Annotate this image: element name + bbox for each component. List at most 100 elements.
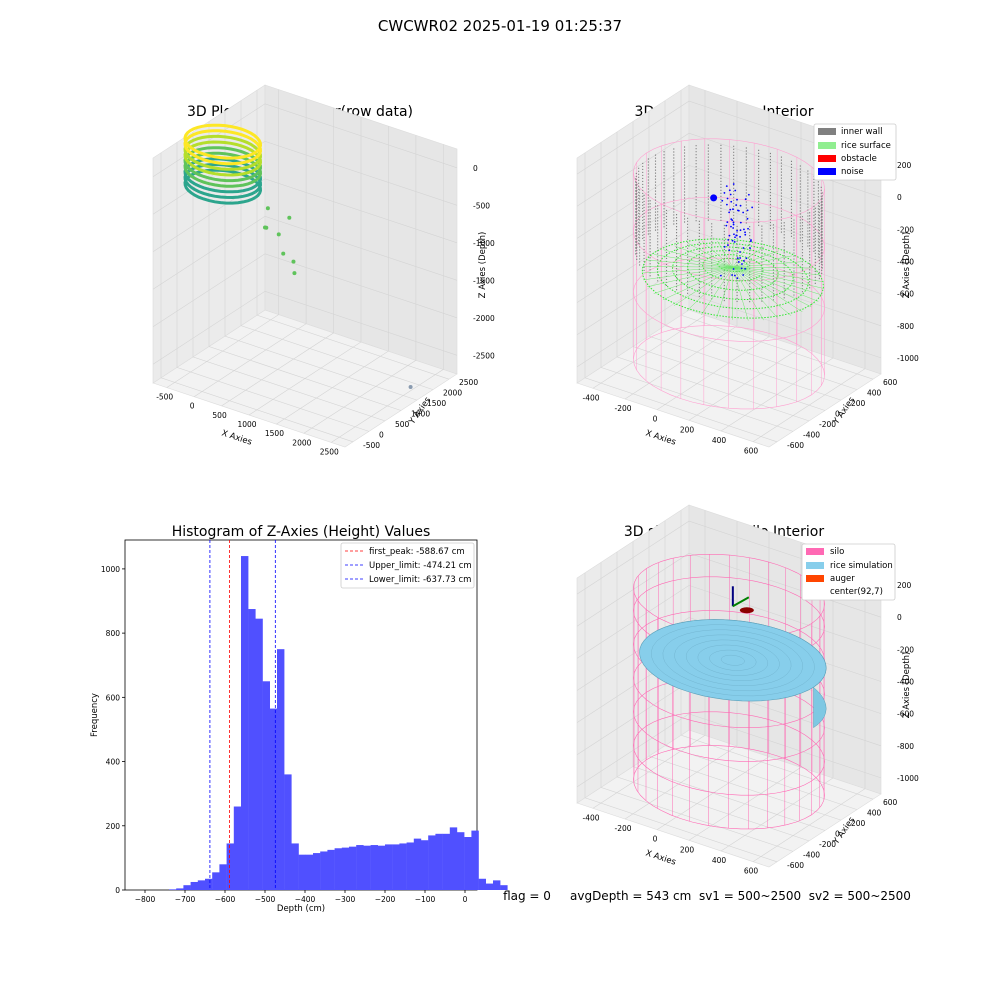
x-gridline [193,98,307,397]
z-gridline [152,140,458,215]
panel-simulation-3d: 3D simulation of Silo Interior -400-2000… [576,504,919,876]
noise-point [726,203,728,206]
rice-simulation-surface [639,619,827,702]
histogram-bar [205,878,213,890]
x-tick-label: 200 [680,425,695,434]
rice-surface-ray [642,267,733,281]
y-gridline [632,541,826,831]
x-tick-label: -400 [582,393,599,402]
y-tick-label: 0 [835,830,840,839]
histogram-bar [385,844,393,890]
y-tick-label: 1500 [427,399,446,408]
y-gridline [600,142,794,432]
z-tick-label: -400 [897,258,914,267]
y-gridline [160,152,354,443]
rice-surface-ray [663,249,733,268]
z-tick-label: 200 [897,581,912,590]
x-gridline [166,89,280,388]
noise-point [747,193,750,196]
noise-point [728,211,731,214]
z-axis-label: Z Axies (Depth) [902,652,912,719]
raw-point [291,259,296,264]
histogram-bar [363,845,371,890]
legend-label: first_peak: -588.67 cm [369,547,465,557]
noise-point [749,247,751,250]
x-tick-label: 600 [744,867,759,876]
noise-point [729,208,732,211]
legend-label: rice simulation [830,561,893,571]
noise-point [732,208,734,211]
histogram-bar [277,649,285,890]
legend-box [813,123,897,181]
legend-swatch [806,562,824,569]
status-footer: flag = 0 avgDepth = 543 cm sv1 = 500~250… [503,889,911,903]
y-gridline [616,131,810,422]
raw-point [281,251,286,256]
legend-label: obstacle [841,154,877,164]
histogram-bar [226,843,234,890]
plot-area [124,539,478,891]
histogram-bar [413,838,422,890]
z-tick-label: -200 [897,645,914,654]
legend-swatch [806,548,824,555]
legend-swatch [806,575,824,582]
noise-point [732,268,735,270]
y-tick-label: 0 [115,886,120,895]
noise-point [734,236,736,239]
y-gridline [584,152,778,443]
x-gridline [624,101,738,400]
z-gridline [152,215,458,290]
noise-point [747,227,749,230]
histogram-bar [464,837,472,890]
histogram-bar [197,880,206,890]
x-gridline [592,510,706,809]
noise-point [723,245,726,248]
y-tick-label: 200 [851,399,866,408]
z-tick-label: -1000 [473,239,495,248]
x-tick-label: 200 [680,845,695,854]
rice-surface-ray [732,267,825,289]
z-tick-label: -2500 [473,351,495,360]
x-tick-label: 0 [653,415,658,424]
x-gridline [221,107,334,407]
histogram-bar [176,888,184,890]
histogram-bar [377,845,386,890]
x-tick-label: 2500 [320,447,339,456]
rice-surface-ray [732,267,779,319]
rice-surface-ray [732,267,812,269]
noise-point [742,211,745,214]
y-tick-label: 400 [867,809,882,818]
x-tick-label: 500 [212,411,227,420]
y-gridline [616,551,810,842]
noise-point [739,235,741,238]
y-gridline [664,100,858,390]
y-tick-label: 0 [379,430,384,439]
noise-point [727,244,729,246]
z-tick-label: -200 [897,225,914,234]
noise-point [739,204,742,207]
figure-title: CWCWR02 2025-01-19 01:25:37 [378,17,622,35]
z-tick-label: -1000 [897,354,919,363]
x-axis-label: Depth (cm) [277,904,325,914]
histogram-bar [305,854,314,890]
noise-point [729,193,732,196]
y-tick-label: 400 [106,758,121,767]
z-gridline [576,261,882,336]
x-gridline [592,90,706,389]
y-gridline [648,111,842,401]
noise-point [744,267,747,270]
histogram-bar [392,844,400,890]
x-tick-label: 0 [190,402,195,411]
legend-label: inner wall [841,127,882,137]
z-tick-label: -600 [897,290,914,299]
rice-surface-ray [641,267,733,274]
z-gridline [152,253,458,328]
noise-point [739,229,742,232]
raw-point-outlier [408,384,413,389]
panel-classify-3d: 3D classify of Silo Interior -400-200020… [576,84,919,456]
histogram-bar [327,849,335,890]
rice-surface-ray [732,261,803,268]
panel-raw-data-3d: 3D Plot of Silo Interior(row data) -5000… [152,84,495,456]
x-gridline [752,143,866,442]
y-tick-label: -200 [819,840,836,849]
